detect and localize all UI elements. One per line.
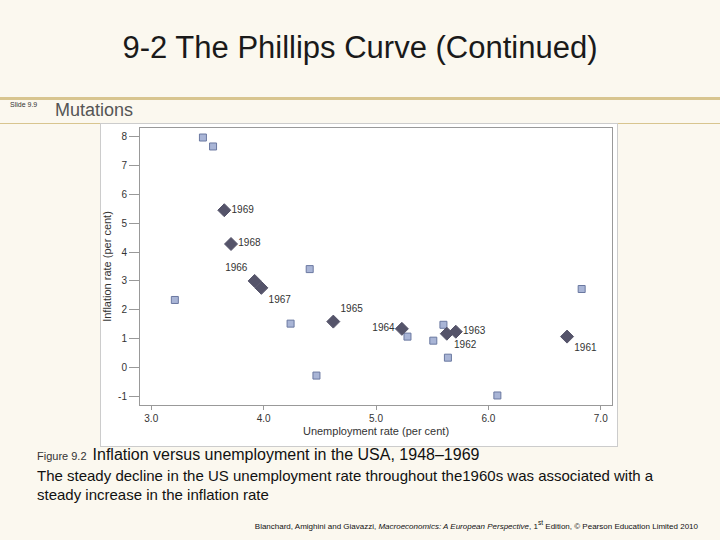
svg-text:2: 2	[121, 304, 127, 315]
svg-text:7: 7	[121, 160, 127, 171]
svg-text:3: 3	[121, 275, 127, 286]
svg-text:7.0: 7.0	[594, 413, 608, 424]
svg-text:5: 5	[121, 218, 127, 229]
html-text:Figure 9.2 Inflation versus un: Figure 9.2 Inflation versus unemployment…	[37, 446, 480, 463]
html-text:Slide 9.9: Slide 9.9	[10, 101, 38, 108]
html-text:Blanchard, Amighini and Giavaz: Blanchard, Amighini and Giavazzi, Macroe…	[254, 519, 698, 531]
html-text:9-2 The Phillips Curve (Contin: 9-2 The Phillips Curve (Continued)	[122, 30, 598, 65]
svg-text:4: 4	[121, 247, 127, 258]
svg-text:6: 6	[121, 189, 127, 200]
svg-text:Unemployment rate (per cent): Unemployment rate (per cent)	[303, 425, 449, 437]
svg-text:1: 1	[121, 333, 127, 344]
svg-text:6.0: 6.0	[481, 413, 495, 424]
svg-text:1965: 1965	[341, 303, 364, 314]
svg-text:4.0: 4.0	[257, 413, 271, 424]
svg-text:1963: 1963	[463, 325, 486, 336]
svg-text:1967: 1967	[269, 294, 292, 305]
svg-text:-1: -1	[118, 391, 127, 402]
svg-text:Inflation rate (per cent): Inflation rate (per cent)	[101, 211, 113, 322]
svg-text:1961: 1961	[574, 342, 597, 353]
svg-text:5.0: 5.0	[369, 413, 383, 424]
svg-text:1966: 1966	[225, 262, 248, 273]
svg-text:3.0: 3.0	[144, 413, 158, 424]
html-text:The steady decline in the US u: The steady decline in the US unemploymen…	[37, 467, 654, 503]
svg-text:0: 0	[121, 362, 127, 373]
svg-text:1962: 1962	[454, 339, 477, 350]
svg-text:8: 8	[121, 131, 127, 142]
svg-text:1968: 1968	[238, 237, 261, 248]
svg-text:1969: 1969	[232, 204, 255, 215]
svg-text:1964: 1964	[372, 322, 395, 333]
html-text:Mutations: Mutations	[55, 100, 133, 120]
